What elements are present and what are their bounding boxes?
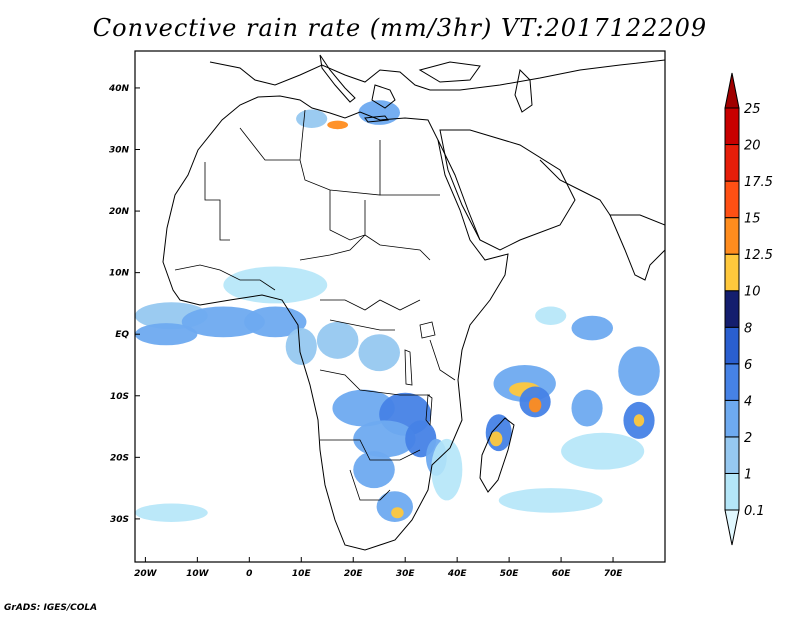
colorbar-segment <box>724 326 740 365</box>
map-title: Convective rain rate (mm/3hr) VT:2017122… <box>92 14 708 42</box>
lon-tick-label: 50E <box>500 569 520 579</box>
colorbar-segment <box>724 290 740 328</box>
colorbar-segment <box>724 253 740 292</box>
rain-cell <box>358 100 401 125</box>
lat-tick-label: 30N <box>109 146 130 156</box>
lat-tick-label: 40N <box>108 84 130 94</box>
rain-cell <box>327 120 349 130</box>
rain-cell <box>571 315 614 341</box>
colorbar-label: 4 <box>744 394 752 409</box>
lon-tick-label: 40E <box>447 569 468 579</box>
colorbar-segment <box>724 217 740 255</box>
colorbar-segment <box>724 472 740 511</box>
lake-tanganyika <box>404 349 413 386</box>
colorbar-segment <box>724 436 740 474</box>
lat-tick-label: 10S <box>110 392 129 402</box>
colorbar-segment <box>724 363 740 401</box>
lat-tick-label: 10N <box>109 269 130 279</box>
colorbar-label: 10 <box>744 285 761 300</box>
lon-tick-label: 10E <box>292 569 312 579</box>
rain-cell <box>135 503 208 522</box>
lat-tick-label: 20S <box>110 453 129 463</box>
rain-cell <box>498 488 603 513</box>
colorbar-high-triangle <box>724 72 740 109</box>
map-frame <box>134 50 666 563</box>
lake-malawi <box>425 394 433 427</box>
colorbar-label: 2 <box>744 431 752 446</box>
map-background <box>135 51 665 562</box>
arabia-coastline <box>439 129 576 251</box>
axis-ticks: 20W 10W 0 10E 20E 30E 40E 50E 60E 70E 40N 30N 20N 10N… <box>108 84 623 579</box>
colorbar-segment <box>724 180 740 219</box>
colorbar-segment <box>724 399 740 438</box>
crete-coastline <box>364 115 389 123</box>
grads-credit: GrADS: IGES/COLA <box>4 603 98 613</box>
colorbar-label: 25 <box>744 102 761 117</box>
lon-tick-label: 0 <box>246 569 252 579</box>
rain-cell <box>618 346 660 396</box>
lon-tick-label: 30E <box>396 569 416 579</box>
rain-cell <box>391 507 404 519</box>
lon-tick-label: 70E <box>604 569 624 579</box>
lat-tick-label: EQ <box>115 330 129 340</box>
rain-cell <box>358 334 401 372</box>
colorbar-label: 8 <box>744 321 752 336</box>
rain-cell <box>316 321 359 359</box>
rain-cell <box>296 109 328 128</box>
rain-cell <box>285 328 317 365</box>
coastline-layer <box>162 54 665 551</box>
lat-tick-label: 20N <box>109 207 130 217</box>
rain-cell <box>332 389 395 427</box>
colorbar-low-triangle <box>724 509 740 546</box>
black-sea-coastline <box>418 61 481 83</box>
india-coastline <box>609 214 665 281</box>
rain-cell <box>431 438 463 501</box>
rain-cell <box>561 432 645 470</box>
madagascar-coastline <box>479 417 515 493</box>
rain-cell <box>633 414 645 427</box>
colorbar-segment <box>724 107 740 146</box>
colorbar-label: 0.1 <box>744 504 765 519</box>
rain-cell <box>528 397 542 413</box>
colorbar-label: 20 <box>744 139 761 154</box>
border-lines <box>174 109 456 501</box>
caspian-coastline <box>514 68 533 113</box>
gulf-coastline <box>539 159 611 216</box>
colorbar: 0.1 1 2 4 6 8 10 12.5 15 17.5 20 25 <box>724 72 773 546</box>
colorbar-label: 15 <box>744 212 761 227</box>
europe-coastline <box>209 59 665 91</box>
rain-layer <box>135 100 660 522</box>
rain-cell <box>376 491 413 522</box>
rain-cell <box>571 389 603 427</box>
rain-cell <box>135 323 198 346</box>
lon-tick-label: 20W <box>134 569 158 579</box>
colorbar-label: 6 <box>744 358 752 373</box>
lat-tick-label: 30S <box>110 515 129 525</box>
red-sea-coastline <box>437 139 481 241</box>
rain-cell <box>223 266 328 304</box>
colorbar-label: 17.5 <box>744 175 773 190</box>
colorbar-label: 1 <box>744 467 752 482</box>
colorbar-segment <box>724 144 740 182</box>
italy-coastline <box>319 54 356 103</box>
country-borders <box>174 109 456 501</box>
rain-cell <box>353 420 416 458</box>
lon-tick-label: 20E <box>344 569 364 579</box>
lake-victoria <box>419 321 436 339</box>
lon-tick-label: 60E <box>552 569 572 579</box>
lon-tick-label: 10W <box>186 569 210 579</box>
aegean-coastline <box>371 84 396 109</box>
rain-cell <box>181 306 265 338</box>
rain-cell <box>489 431 503 447</box>
colorbar-label: 12.5 <box>744 248 773 263</box>
rain-cell <box>535 306 567 325</box>
africa-coastline <box>162 95 509 551</box>
rain-cell <box>353 451 395 489</box>
